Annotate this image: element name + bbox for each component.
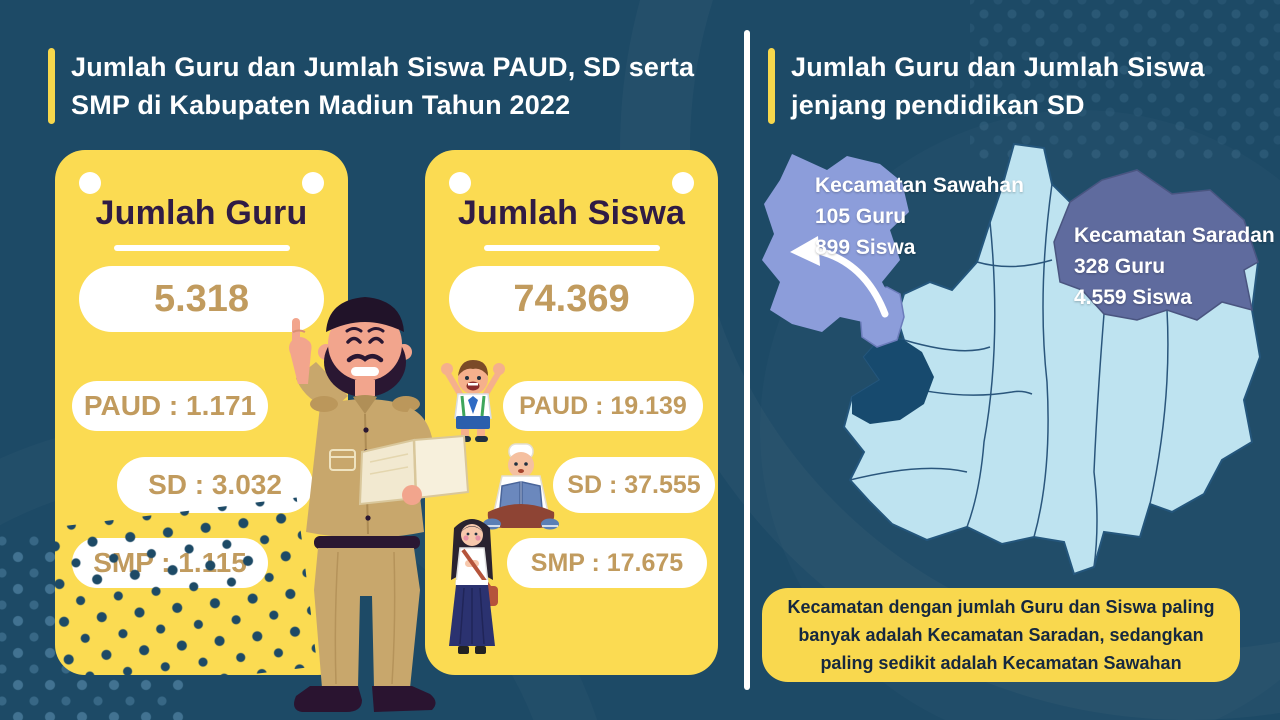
card-dots-decoration <box>55 497 318 675</box>
right-title-text: Jumlah Guru dan Jumlah Siswa jenjang pen… <box>791 48 1205 124</box>
map-district-dark <box>852 337 934 424</box>
sawahan-guru: 105 Guru <box>815 205 907 228</box>
saradan-siswa: 4.559 Siswa <box>1074 286 1192 309</box>
saradan-name: Kecamatan Saradan <box>1074 224 1275 247</box>
card-hole-decoration <box>79 172 101 194</box>
guru-paud-value: PAUD : 1.171 <box>72 381 268 431</box>
title-accent-bar <box>48 48 55 124</box>
sawahan-name: Kecamatan Sawahan <box>815 174 1024 197</box>
arrow-icon <box>790 236 889 318</box>
title-accent-bar <box>768 48 775 124</box>
card-hole-decoration <box>449 172 471 194</box>
map-internal-borders <box>849 183 1169 568</box>
right-section-title: Jumlah Guru dan Jumlah Siswa jenjang pen… <box>768 48 1248 124</box>
madiun-districts-map <box>762 142 1262 576</box>
map-district-saradan <box>1053 169 1259 321</box>
siswa-card: Jumlah Siswa 74.369 PAUD : 19.139 SD : 3… <box>425 150 718 675</box>
left-title-line1: Jumlah Guru dan Jumlah Siswa PAUD, SD se… <box>71 52 695 82</box>
card-hole-decoration <box>672 172 694 194</box>
sawahan-label: Kecamatan Sawahan 105 Guru 899 Siswa <box>815 170 1024 263</box>
right-title-line2: jenjang pendidikan SD <box>791 90 1085 120</box>
left-title-text: Jumlah Guru dan Jumlah Siswa PAUD, SD se… <box>71 48 694 124</box>
note-line2: banyak adalah Kecamatan Saradan, sedangk… <box>798 625 1204 645</box>
siswa-smp-value: SMP : 17.675 <box>507 538 707 588</box>
sawahan-siswa: 899 Siswa <box>815 236 916 259</box>
guru-total-value: 5.318 <box>79 266 324 332</box>
card-title-underline <box>483 245 660 251</box>
siswa-paud-value: PAUD : 19.139 <box>503 381 703 431</box>
guru-card: Jumlah Guru 5.318 PAUD : 1.171 SD : 3.03… <box>55 150 348 675</box>
saradan-label: Kecamatan Saradan 328 Guru 4.559 Siswa <box>1074 220 1275 313</box>
card-hole-decoration <box>302 172 324 194</box>
note-line3: paling sedikit adalah Kecamatan Sawahan <box>820 653 1182 673</box>
siswa-sd-value: SD : 37.555 <box>553 457 715 513</box>
conclusion-note: Kecamatan dengan jumlah Guru dan Siswa p… <box>762 588 1240 682</box>
siswa-card-title: Jumlah Siswa <box>457 194 686 232</box>
guru-card-title: Jumlah Guru <box>95 194 308 232</box>
section-divider <box>744 30 750 690</box>
note-line1: Kecamatan dengan jumlah Guru dan Siswa p… <box>787 597 1215 617</box>
right-title-line1: Jumlah Guru dan Jumlah Siswa <box>791 52 1205 82</box>
left-title-line2: SMP di Kabupaten Madiun Tahun 2022 <box>71 90 571 120</box>
left-section-title: Jumlah Guru dan Jumlah Siswa PAUD, SD se… <box>48 48 718 124</box>
saradan-guru: 328 Guru <box>1074 255 1166 278</box>
siswa-total-value: 74.369 <box>449 266 694 332</box>
card-title-underline <box>113 245 290 251</box>
